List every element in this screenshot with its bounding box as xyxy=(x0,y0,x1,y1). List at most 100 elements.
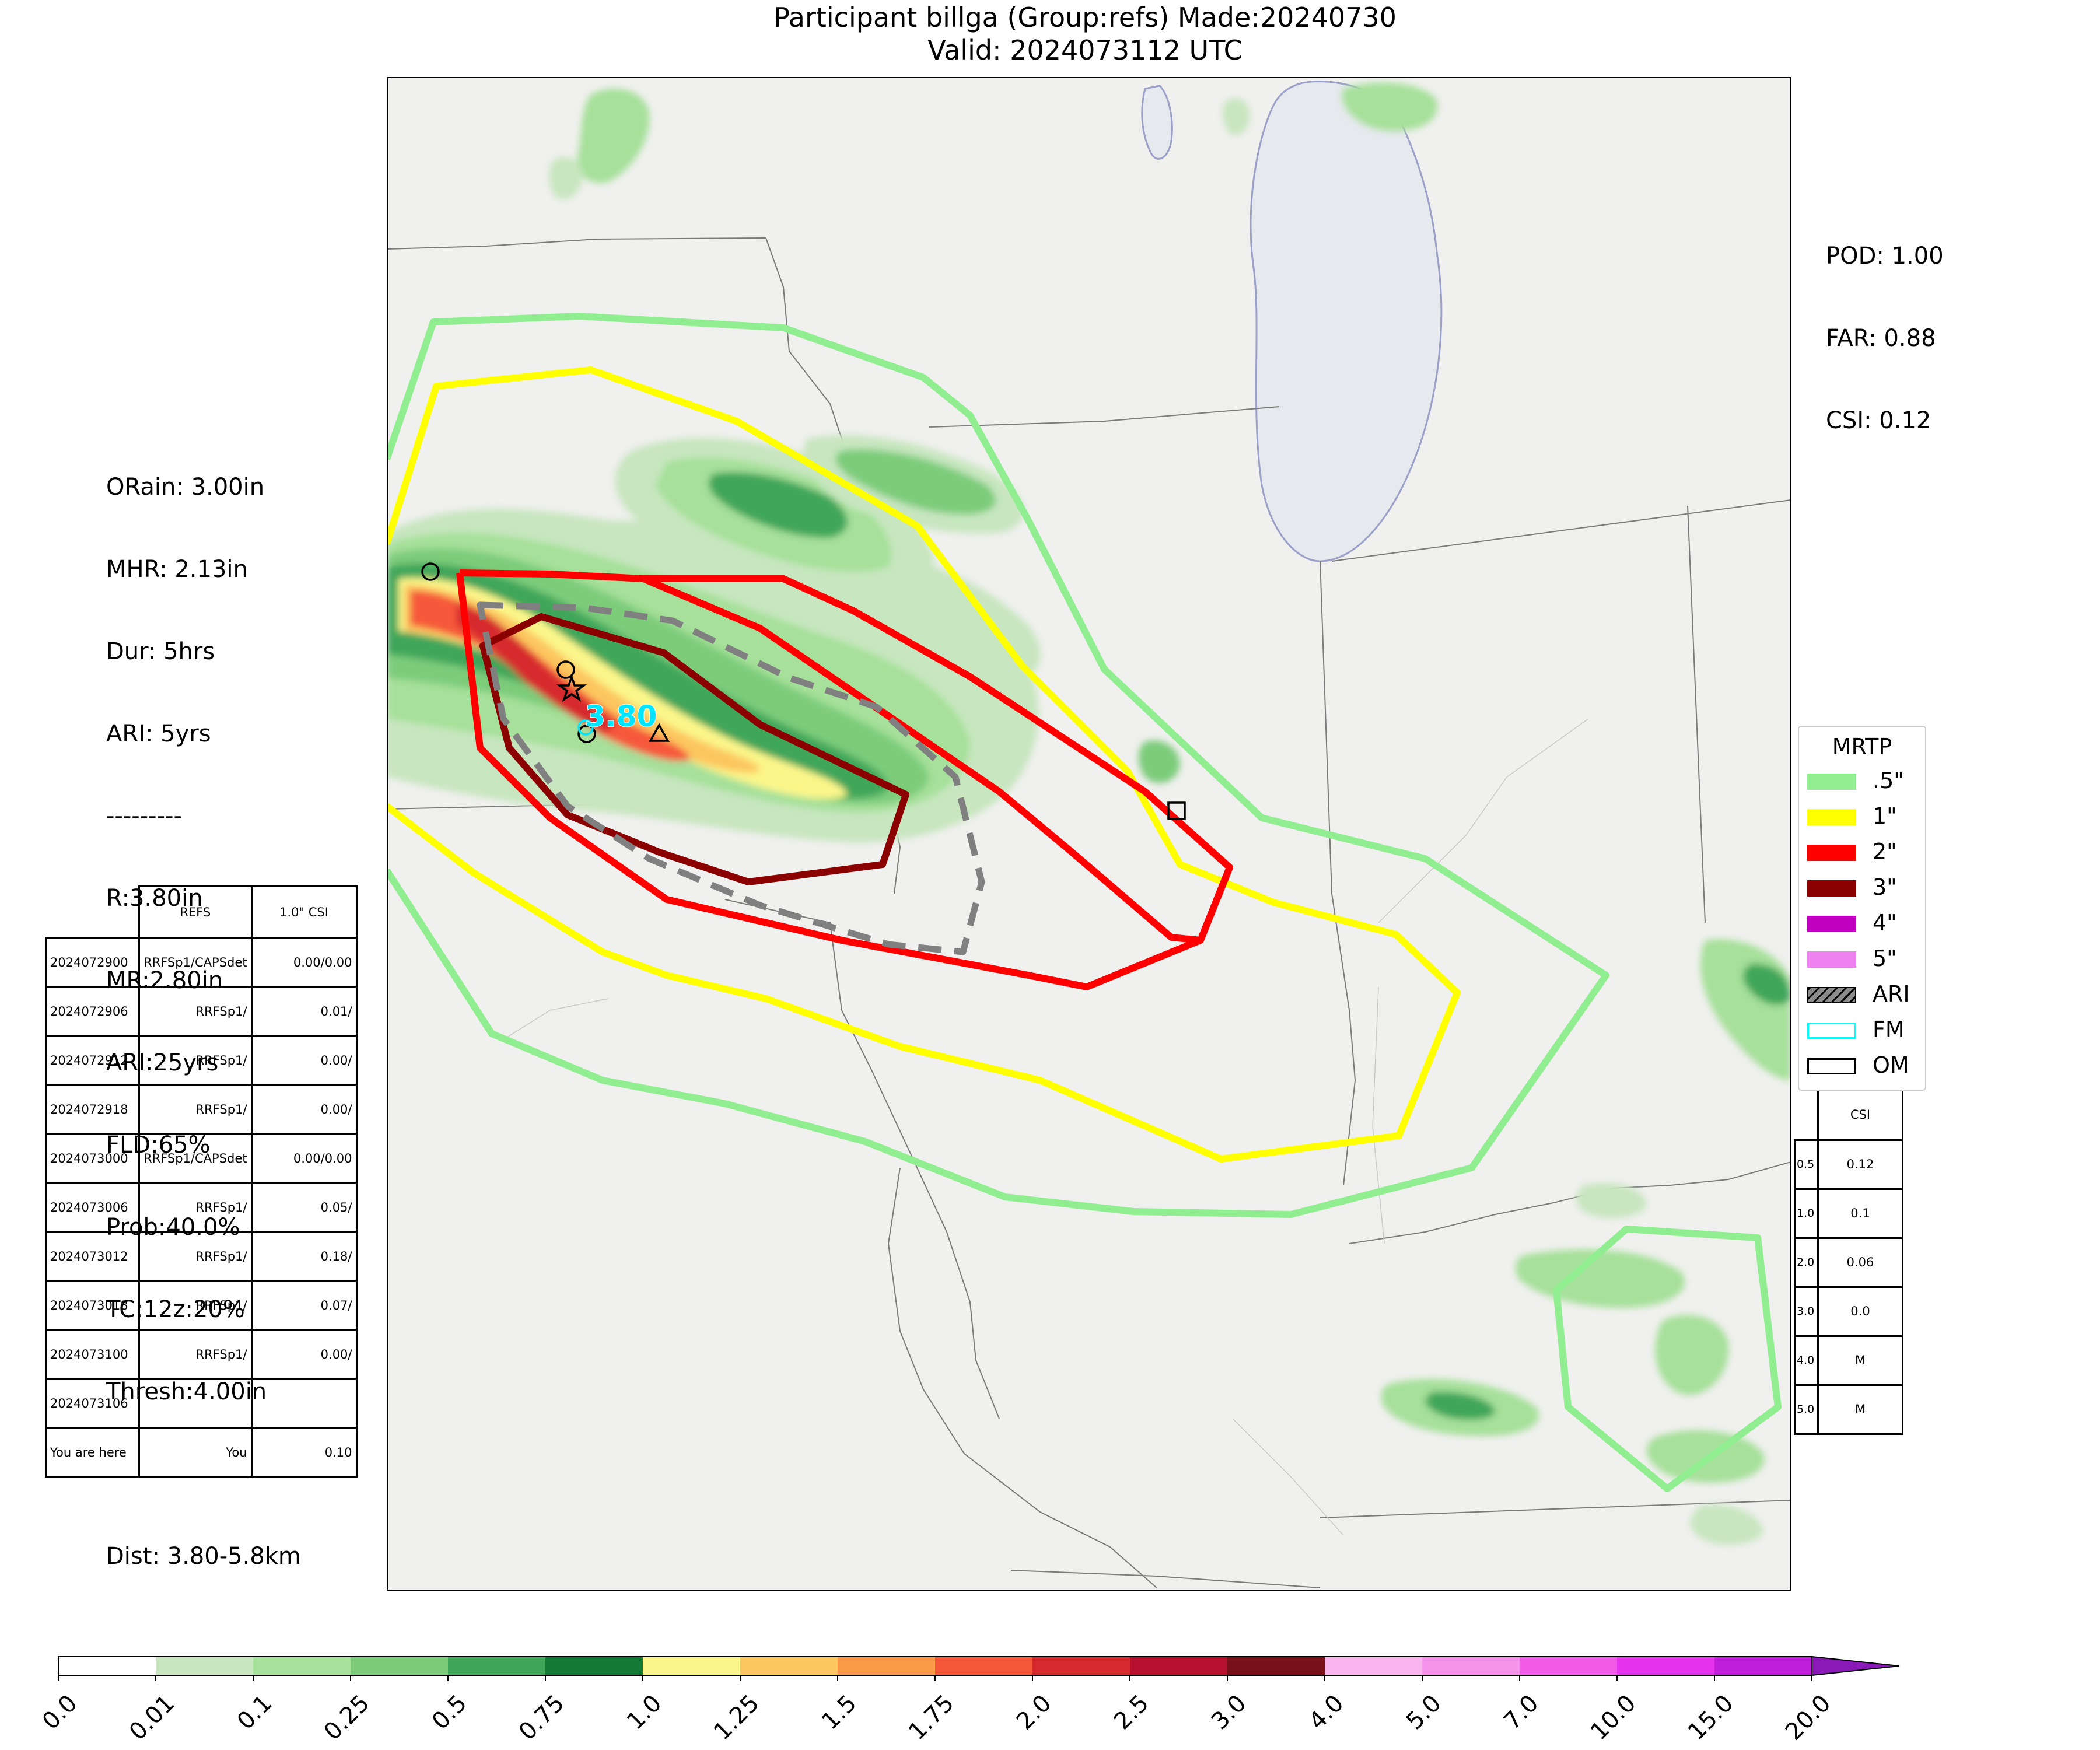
table-cell: 0.07/ xyxy=(250,1280,358,1331)
contour-1 xyxy=(387,366,1461,1163)
table-row: 5.0 M xyxy=(1794,1384,1903,1435)
table-cell: 0.0 xyxy=(1817,1286,1903,1337)
table-cell: 0.18/ xyxy=(250,1231,358,1282)
table-cell: 0.1 xyxy=(1817,1188,1903,1239)
colorbar-segment xyxy=(351,1657,449,1675)
colorbar-segment xyxy=(838,1657,936,1675)
table-row: 3.0 0.0 xyxy=(1794,1286,1903,1337)
table-header-row: REFS 1.0" CSI xyxy=(46,886,358,939)
table-cell xyxy=(138,1378,253,1429)
table-row: You are here You 0.10 xyxy=(45,1427,358,1478)
table-cell: 2024072912 xyxy=(45,1035,140,1086)
table-row: 0.5 0.12 xyxy=(1794,1139,1903,1190)
table-cell: 2024073018 xyxy=(45,1280,140,1331)
table-header-cell xyxy=(1794,1091,1819,1141)
table-cell: M xyxy=(1817,1384,1903,1435)
colorbar-tick-label: 7.0 xyxy=(1499,1690,1544,1735)
colorbar-segment xyxy=(1714,1657,1812,1675)
colorbar-tick-label: 5.0 xyxy=(1401,1690,1447,1735)
table-row: 1.0 0.1 xyxy=(1794,1188,1903,1239)
legend-label: FM xyxy=(1873,1017,1905,1042)
colorbar-tick-label: 0.1 xyxy=(232,1690,278,1735)
mrtp-legend: MRTP .5" 1" 2" 3" 4" 5" ARI FM OM xyxy=(1798,726,1926,1091)
minor-boundaries xyxy=(503,718,1589,1536)
colorbar-tick-label: 0.5 xyxy=(427,1690,473,1735)
colorbar-segment xyxy=(1422,1657,1520,1675)
table-cell: 2024072900 xyxy=(45,937,140,988)
colorbar-tick-label: 0.25 xyxy=(319,1690,375,1746)
table-cell: 2024073100 xyxy=(45,1329,140,1380)
table-header-cell: 1.0" CSI xyxy=(250,886,358,939)
table-cell: 2024072918 xyxy=(45,1084,140,1135)
colorbar-segment xyxy=(1520,1657,1618,1675)
ari-outline xyxy=(477,601,985,956)
colorbar-tick-label: 1.75 xyxy=(904,1690,960,1746)
obs-triangle-marker xyxy=(649,723,670,742)
table-cell: RRFSp1/CAPSdet xyxy=(138,937,253,988)
table-cell: RRFSp1/ xyxy=(138,1329,253,1380)
max-rain-label: 3.80 xyxy=(585,699,657,733)
colorbar-tick-label: 1.5 xyxy=(817,1690,862,1735)
colorbar-tick-label: 1.25 xyxy=(709,1690,765,1746)
om-square-marker xyxy=(1167,802,1186,820)
contour-05-southeast xyxy=(1553,1226,1782,1492)
table-header-cell xyxy=(46,886,140,939)
colorbar-tick-label: 10.0 xyxy=(1586,1690,1642,1746)
legend-swatch xyxy=(1807,987,1856,1003)
legend-item: OM xyxy=(1807,1052,1924,1078)
table-cell: 5.0 xyxy=(1794,1384,1819,1435)
contour-05-main xyxy=(387,313,1609,1218)
legend-item: 5" xyxy=(1807,946,1924,971)
table-cell: RRFSp1/ xyxy=(138,1182,253,1233)
colorbar-segment xyxy=(643,1657,741,1675)
table-cell: RRFSp1/CAPSdet xyxy=(138,1133,253,1184)
colorbar-tick-label: 2.0 xyxy=(1012,1690,1057,1735)
legend-item: 1" xyxy=(1807,803,1924,829)
table-cell: 4.0 xyxy=(1794,1335,1819,1386)
table-cell: 2024073106 xyxy=(45,1378,140,1429)
table-row: 2024073100 RRFSp1/0.00/ xyxy=(45,1329,358,1380)
colorbar-segment xyxy=(740,1657,838,1675)
table-cell: RRFSp1/ xyxy=(138,986,253,1037)
legend-swatch xyxy=(1807,1023,1856,1039)
table-row: 2024073006 RRFSp1/0.05/ xyxy=(45,1182,358,1233)
fm-circle-marker xyxy=(578,719,594,736)
table-row: 2024072900 RRFSp1/CAPSdet 0.00/0.00 xyxy=(45,937,358,988)
colorbar-tick-label: 0.01 xyxy=(124,1690,180,1746)
colorbar-tick-label: 0.75 xyxy=(514,1690,570,1746)
contour-2 xyxy=(456,569,1233,991)
table-cell: 0.5 xyxy=(1794,1139,1819,1190)
table-cell xyxy=(250,1378,358,1429)
stat-line: ARI: 5yrs xyxy=(106,720,211,747)
observation-markers xyxy=(421,562,1186,820)
colorbar-segment xyxy=(1032,1657,1130,1675)
table-cell: 1.0 xyxy=(1794,1188,1819,1239)
legend-item: 2" xyxy=(1807,839,1924,864)
legend-label: 2" xyxy=(1873,839,1897,864)
colorbar-extend-arrow xyxy=(1811,1656,1900,1676)
legend-item: 3" xyxy=(1807,874,1924,900)
table-row: 2.0 0.06 xyxy=(1794,1237,1903,1288)
table-cell: 2024073000 xyxy=(45,1133,140,1184)
table-row: 2024073012 RRFSp1/0.18/ xyxy=(45,1231,358,1282)
colorbar-tick-label: 1.0 xyxy=(622,1690,667,1735)
colorbar-tick-label: 0.0 xyxy=(37,1690,83,1735)
table-row: 2024073018 RRFSp1/0.07/ xyxy=(45,1280,358,1331)
table-cell: 0.05/ xyxy=(250,1182,358,1233)
obs-circle-marker xyxy=(421,562,440,581)
title-line-2: Valid: 2024073112 UTC xyxy=(928,34,1242,66)
stat-line: ORain: 3.00in xyxy=(106,474,265,501)
legend-swatch xyxy=(1807,774,1856,790)
table-cell: 0.00/ xyxy=(250,1329,358,1380)
colorbar-tick-label: 4.0 xyxy=(1304,1690,1349,1735)
table-cell: RRFSp1/ xyxy=(138,1035,253,1086)
legend-label: .5" xyxy=(1873,768,1904,793)
table-cell: 0.12 xyxy=(1817,1139,1903,1190)
left-csi-table: REFS 1.0" CSI 2024072900 RRFSp1/CAPSdet 0.… xyxy=(45,886,358,1478)
legend-swatch xyxy=(1807,880,1856,897)
legend-item: 4" xyxy=(1807,910,1924,936)
stat-line: MHR: 2.13in xyxy=(106,556,248,583)
legend-label: ARI xyxy=(1873,981,1910,1007)
legend-item: ARI xyxy=(1807,981,1924,1007)
table-cell: 0.10 xyxy=(250,1427,358,1478)
